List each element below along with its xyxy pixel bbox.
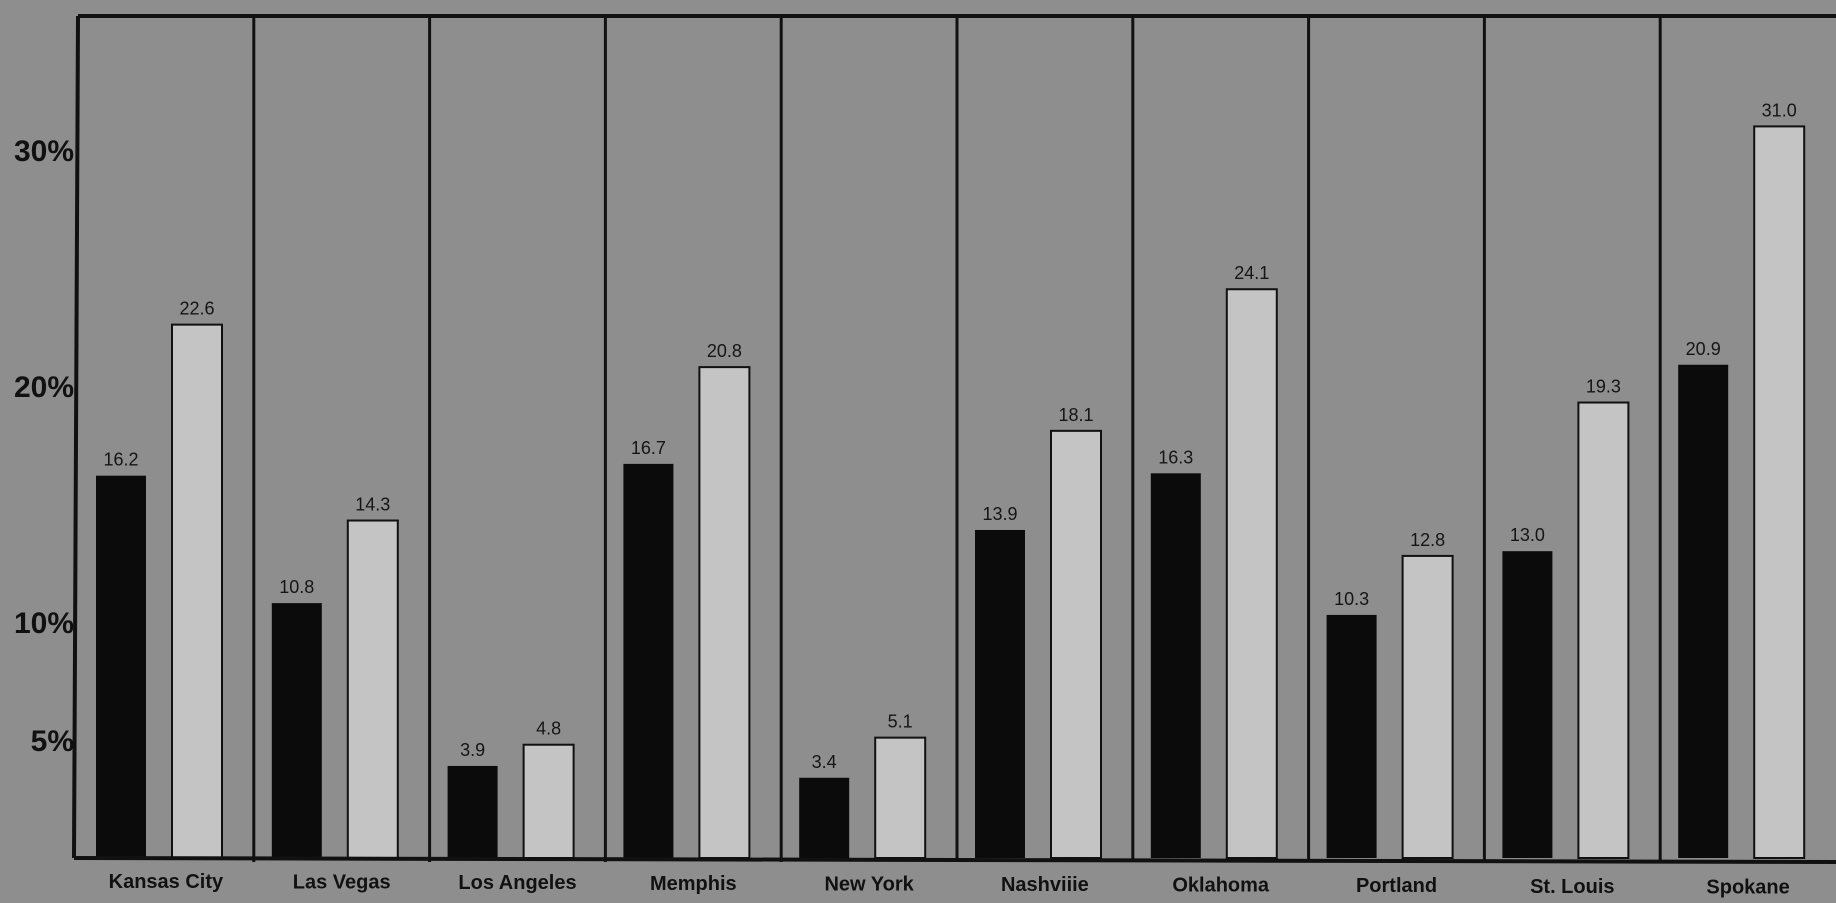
data-label: 20.8	[707, 341, 742, 361]
x-category-label: New York	[824, 873, 914, 895]
bar-las-vegas-series-2	[346, 519, 399, 860]
bar-memphis-series-1	[623, 463, 674, 858]
data-label: 24.1	[1234, 263, 1269, 283]
bar-memphis-series-2	[698, 366, 751, 859]
data-label: 16.3	[1158, 447, 1193, 467]
x-category-label: Los Angeles	[458, 872, 576, 894]
data-label: 3.4	[812, 752, 837, 772]
bar-oklahoma-series-2	[1225, 288, 1278, 859]
bar-nashviiie-series-2	[1050, 429, 1102, 859]
data-label: 4.8	[536, 719, 561, 739]
data-label: 10.8	[279, 577, 314, 597]
bar-oklahoma-series-1	[1150, 473, 1201, 858]
bar-las-vegas-series-1	[271, 603, 322, 858]
bar-spokane-series-1	[1678, 364, 1729, 858]
data-label: 13.0	[1510, 525, 1545, 545]
bar-st-louis-series-1	[1502, 551, 1553, 858]
bar-los-angeles-series-2	[522, 743, 575, 859]
x-category-label: Nashviiie	[1001, 874, 1089, 896]
data-label: 22.6	[179, 299, 214, 319]
frame-line	[72, 15, 80, 859]
data-label: 16.2	[103, 450, 138, 470]
data-label: 16.7	[631, 438, 666, 458]
chart-frame	[72, 14, 1836, 864]
bar-kansas-city-series-1	[96, 475, 146, 858]
x-category-label: Portland	[1356, 875, 1437, 897]
data-label: 10.3	[1334, 589, 1369, 609]
bar-los-angeles-series-1	[447, 765, 498, 858]
bars-group	[96, 125, 1806, 860]
x-category-label: Spokane	[1706, 876, 1789, 898]
x-axis-labels: Kansas City Las Vegas Los Angeles Memphis Ne…	[109, 871, 1790, 898]
data-labels: 16.2 10.8 3.9 16.7 3.4 13.9 16.3 10.3 13.0 20.9 22…	[103, 100, 1796, 771]
bar-st-louis-series-2	[1577, 401, 1630, 859]
category-dividers	[252, 16, 1662, 862]
bar-portland-series-2	[1401, 554, 1454, 859]
data-label: 12.8	[1410, 530, 1445, 550]
x-category-label: Kansas City	[109, 871, 224, 893]
bar-kansas-city-series-2	[171, 323, 223, 859]
y-tick-label: 5%	[31, 725, 74, 758]
data-label: 5.1	[888, 712, 913, 732]
bar-spokane-series-2	[1753, 125, 1806, 859]
frame-line	[73, 856, 1836, 864]
data-label: 3.9	[460, 740, 485, 760]
data-label: 31.0	[1762, 100, 1797, 120]
data-label: 19.3	[1586, 377, 1621, 397]
y-tick-label: 10%	[14, 607, 74, 640]
data-label: 18.1	[1058, 405, 1093, 425]
y-tick-label: 30%	[14, 135, 74, 168]
data-label: 20.9	[1686, 339, 1721, 359]
bar-nashviiie-series-1	[975, 529, 1025, 858]
x-category-label: St. Louis	[1530, 876, 1614, 898]
data-label: 14.3	[355, 495, 390, 515]
bar-portland-series-1	[1326, 614, 1377, 858]
x-category-label: Memphis	[650, 873, 737, 895]
y-tick-label: 20%	[14, 371, 74, 404]
bar-new-york-series-2	[874, 736, 927, 860]
x-category-label: Oklahoma	[1172, 875, 1270, 897]
bar-new-york-series-1	[799, 777, 850, 858]
y-axis-labels: 5% 10% 20% 30%	[14, 135, 74, 758]
data-label: 13.9	[982, 504, 1017, 524]
x-category-label: Las Vegas	[293, 872, 391, 894]
